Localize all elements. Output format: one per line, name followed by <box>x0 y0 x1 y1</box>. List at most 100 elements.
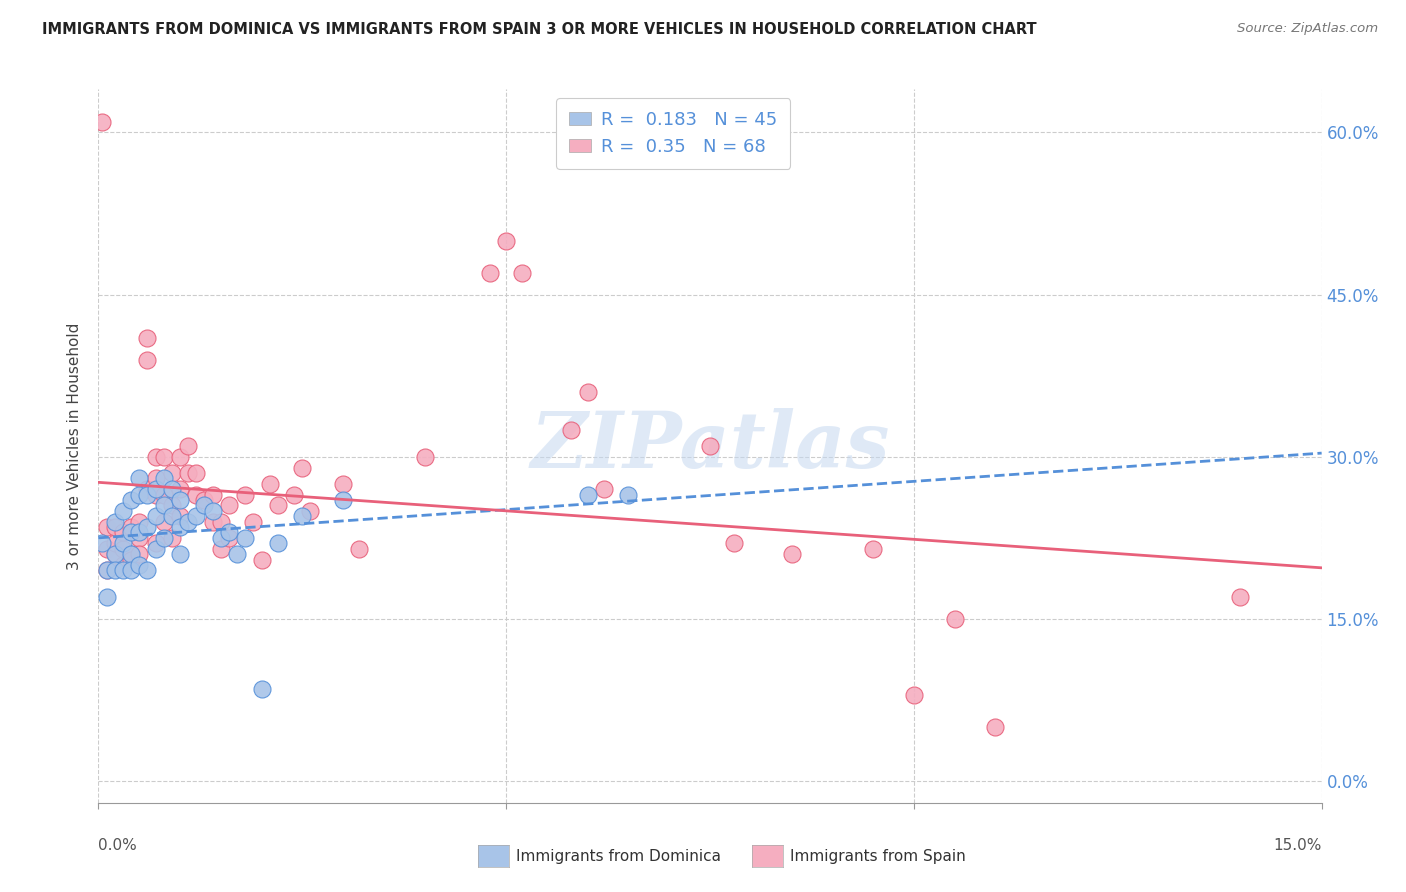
Point <box>145 541 167 556</box>
Point <box>218 499 240 513</box>
Point <box>145 536 167 550</box>
Point <box>186 466 208 480</box>
Point <box>209 531 232 545</box>
Point <box>413 450 436 464</box>
Point <box>201 488 224 502</box>
Point <box>250 552 273 566</box>
Point <box>233 531 256 545</box>
Point <box>495 234 517 248</box>
Point <box>136 331 159 345</box>
Point <box>332 476 354 491</box>
Point <box>617 488 640 502</box>
Point <box>120 493 142 508</box>
Point <box>128 488 150 502</box>
Text: Immigrants from Spain: Immigrants from Spain <box>790 849 966 863</box>
Point <box>104 520 127 534</box>
Point <box>177 515 200 529</box>
Point <box>96 541 118 556</box>
Point <box>145 488 167 502</box>
Point <box>186 488 208 502</box>
Legend: R =  0.183   N = 45, R =  0.35   N = 68: R = 0.183 N = 45, R = 0.35 N = 68 <box>557 98 790 169</box>
Text: IMMIGRANTS FROM DOMINICA VS IMMIGRANTS FROM SPAIN 3 OR MORE VEHICLES IN HOUSEHOL: IMMIGRANTS FROM DOMINICA VS IMMIGRANTS F… <box>42 22 1036 37</box>
Point <box>136 352 159 367</box>
Text: ZIPatlas: ZIPatlas <box>530 408 890 484</box>
Point <box>136 563 159 577</box>
Point <box>267 536 290 550</box>
Point <box>903 688 925 702</box>
Text: 15.0%: 15.0% <box>1274 838 1322 854</box>
Point <box>160 466 183 480</box>
Point <box>120 552 142 566</box>
Point <box>984 720 1007 734</box>
Point <box>91 536 114 550</box>
Point <box>152 531 174 545</box>
Point <box>136 520 159 534</box>
Point <box>209 515 232 529</box>
Point <box>193 499 215 513</box>
Point <box>128 547 150 561</box>
Point <box>478 266 501 280</box>
Point <box>177 466 200 480</box>
Point <box>96 563 118 577</box>
Point <box>576 488 599 502</box>
Point <box>128 515 150 529</box>
Point <box>593 482 616 496</box>
Text: 0.0%: 0.0% <box>98 838 138 854</box>
Point <box>267 499 290 513</box>
Point <box>242 515 264 529</box>
Point <box>111 558 134 572</box>
Point <box>128 558 150 572</box>
Point <box>169 450 191 464</box>
Point <box>576 384 599 399</box>
Point <box>862 541 884 556</box>
Point <box>120 525 142 540</box>
Point <box>512 266 534 280</box>
Point <box>169 509 191 524</box>
Point <box>780 547 803 561</box>
Point <box>291 509 314 524</box>
Point <box>128 525 150 540</box>
Point <box>169 482 191 496</box>
Point <box>104 515 127 529</box>
Point <box>332 493 354 508</box>
Point <box>226 547 249 561</box>
Text: Immigrants from Dominica: Immigrants from Dominica <box>516 849 721 863</box>
Point <box>91 114 114 128</box>
Point <box>201 504 224 518</box>
Point <box>145 471 167 485</box>
Point <box>128 531 150 545</box>
Point <box>250 682 273 697</box>
Point <box>169 520 191 534</box>
Point <box>193 493 215 508</box>
Point <box>283 488 305 502</box>
Point <box>201 515 224 529</box>
Point <box>96 563 118 577</box>
Point <box>169 493 191 508</box>
Point <box>120 520 142 534</box>
Point <box>943 612 966 626</box>
Point <box>120 547 142 561</box>
Point <box>349 541 371 556</box>
Point <box>145 509 167 524</box>
Point <box>120 547 142 561</box>
Point <box>186 509 208 524</box>
Y-axis label: 3 or more Vehicles in Household: 3 or more Vehicles in Household <box>67 322 83 570</box>
Point <box>1229 591 1251 605</box>
Point <box>111 525 134 540</box>
Point <box>177 439 200 453</box>
Point <box>96 591 118 605</box>
Point <box>723 536 745 550</box>
Point <box>145 482 167 496</box>
Point <box>209 541 232 556</box>
Point <box>160 482 183 496</box>
Point <box>160 531 183 545</box>
Point <box>128 471 150 485</box>
Point <box>169 547 191 561</box>
Point <box>96 520 118 534</box>
Point <box>299 504 322 518</box>
Point <box>152 499 174 513</box>
Point <box>104 536 127 550</box>
Point <box>152 515 174 529</box>
Point <box>104 547 127 561</box>
Point <box>160 509 183 524</box>
